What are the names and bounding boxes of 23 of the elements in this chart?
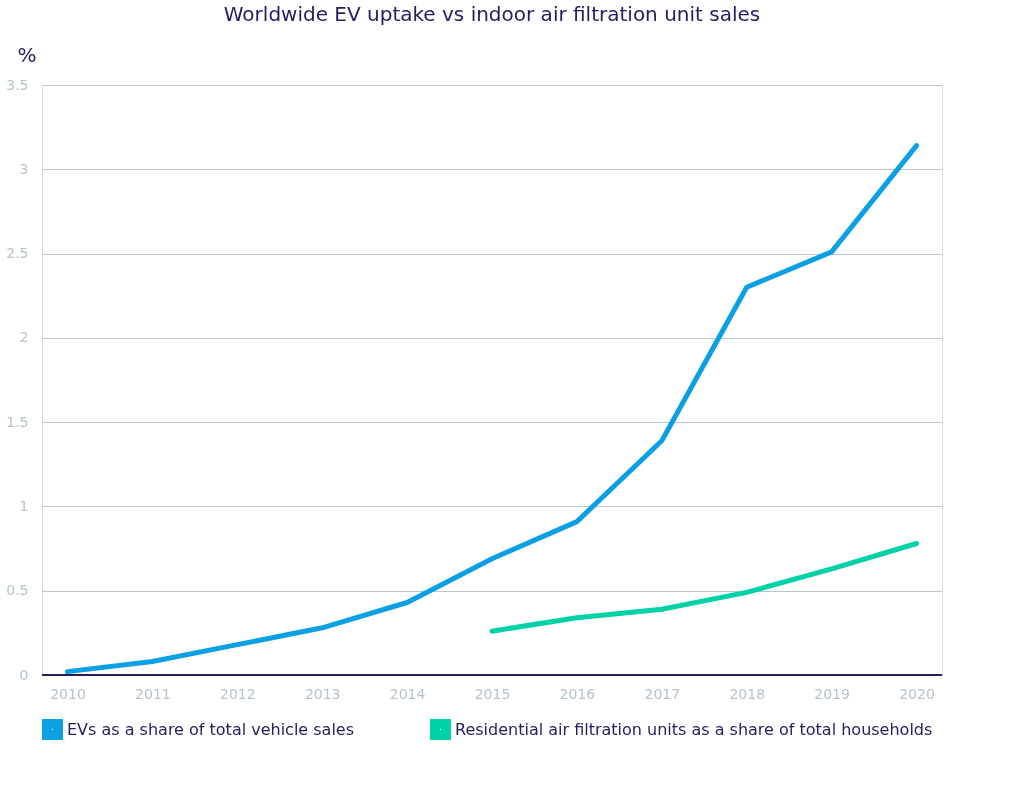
x-tick-label: 2018 — [729, 685, 766, 702]
y-tick-label: 2.5 — [6, 245, 29, 262]
y-tick-label: 2 — [19, 329, 29, 346]
x-tick-label: 2014 — [389, 685, 426, 702]
x-tick-label: 2011 — [135, 685, 171, 702]
legend-label: EVs as a share of total vehicle sales — [67, 719, 355, 739]
y-tick-label: 3.5 — [6, 76, 29, 93]
chart-title: Worldwide EV uptake vs indoor air filtration unit sales — [223, 2, 761, 26]
x-tick-label: 2017 — [644, 685, 681, 702]
legend-label: Residential air filtration units as a share of total households — [455, 719, 933, 739]
x-tick-label: 2019 — [814, 685, 850, 702]
y-tick-label: 0.5 — [6, 582, 29, 599]
x-tick-label: 2013 — [304, 685, 341, 702]
x-tick-label: 2010 — [50, 685, 86, 702]
x-tick-label: 2012 — [219, 685, 256, 702]
y-axis-title: % — [17, 42, 37, 67]
y-tick-label: 3 — [19, 160, 29, 177]
y-tick-label: 1 — [19, 497, 29, 514]
x-tick-label: 2015 — [474, 685, 511, 702]
x-tick-label: 2020 — [899, 685, 935, 702]
y-tick-label: 0 — [19, 666, 29, 683]
x-tick-label: 2016 — [559, 685, 596, 702]
y-tick-label: 1.5 — [6, 413, 29, 430]
